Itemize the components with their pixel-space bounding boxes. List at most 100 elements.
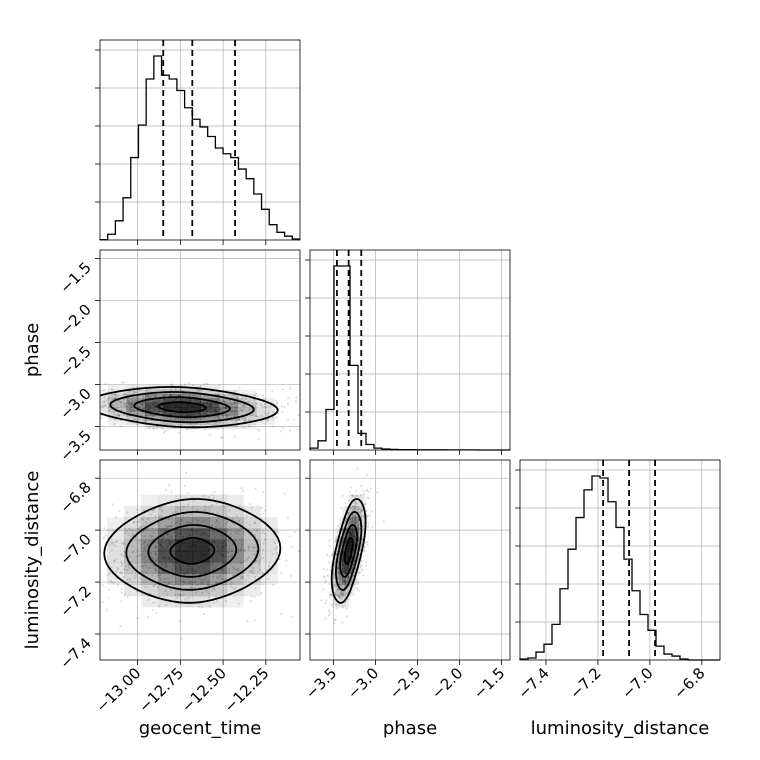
scatter-point	[140, 411, 143, 414]
scatter-point	[217, 416, 220, 419]
scatter-point	[132, 408, 135, 411]
scatter-point	[363, 549, 366, 553]
scatter-point	[250, 599, 253, 603]
scatter-point	[228, 399, 232, 402]
x-tick-label-luminosity_distance: −6.8	[670, 664, 708, 702]
scatter-point	[151, 415, 154, 419]
scatter-point	[334, 540, 337, 543]
density-cell	[226, 584, 244, 597]
scatter-point	[110, 396, 113, 399]
scatter-point	[237, 401, 240, 405]
scatter-point	[131, 392, 134, 396]
scatter-point	[115, 569, 118, 573]
scatter-point	[214, 595, 218, 598]
y-tick-label-luminosity_distance: −7.0	[56, 530, 94, 568]
scatter-point	[146, 517, 150, 520]
scatter-point	[354, 507, 357, 510]
scatter-point	[46, 397, 48, 399]
scatter-point	[135, 396, 138, 400]
scatter-point	[268, 405, 271, 408]
scatter-point	[233, 401, 236, 404]
scatter-point	[237, 569, 240, 572]
scatter-point	[139, 538, 142, 542]
scatter-point	[252, 566, 255, 570]
scatter-point	[356, 467, 359, 470]
scatter-point	[177, 393, 180, 396]
scatter-point	[237, 396, 240, 399]
scatter-point	[271, 552, 274, 556]
scatter-point	[343, 596, 346, 599]
scatter-point	[328, 561, 331, 564]
scatter-point	[215, 519, 219, 522]
scatter-point	[178, 523, 181, 526]
scatter-point	[176, 418, 179, 421]
scatter-point	[215, 526, 218, 529]
scatter-point	[151, 535, 154, 538]
scatter-point	[144, 564, 147, 567]
scatter-point	[132, 386, 135, 389]
scatter-point	[340, 584, 343, 588]
scatter-point	[210, 505, 213, 508]
scatter-point	[145, 571, 148, 574]
scatter-point	[130, 401, 133, 404]
scatter-point	[186, 492, 189, 495]
scatter-point	[240, 397, 243, 400]
scatter-point	[152, 531, 155, 535]
scatter-point	[338, 581, 341, 584]
scatter-point	[267, 564, 271, 567]
density-cell	[100, 389, 109, 395]
scatter-point	[358, 507, 362, 510]
scatter-point	[357, 507, 360, 511]
scatter-point	[253, 595, 256, 598]
scatter-point	[123, 402, 126, 405]
density-cell	[100, 407, 109, 412]
scatter-point	[140, 526, 143, 529]
scatter-point	[197, 519, 200, 522]
density-cell	[200, 407, 220, 412]
density-cell	[260, 562, 278, 574]
scatter-point	[184, 598, 187, 601]
scatter-point	[240, 487, 243, 490]
contour-line	[339, 523, 358, 578]
scatter-point	[188, 417, 191, 420]
scatter-point	[339, 584, 342, 587]
scatter-point	[287, 418, 290, 421]
scatter-point	[160, 514, 163, 517]
scatter-point	[256, 529, 259, 532]
scatter-point	[326, 553, 329, 557]
scatter-point	[155, 559, 158, 562]
scatter-point	[339, 596, 342, 599]
scatter-point	[119, 400, 122, 404]
scatter-point	[355, 522, 358, 525]
scatter-point	[247, 424, 251, 428]
scatter-point	[142, 419, 145, 422]
scatter-point	[197, 389, 200, 392]
scatter-point	[368, 514, 372, 517]
scatter-point	[179, 579, 182, 582]
scatter-point	[159, 574, 162, 577]
scatter-point	[141, 402, 144, 405]
scatter-point	[91, 430, 93, 432]
density-cell	[200, 389, 220, 395]
scatter-point	[342, 593, 345, 596]
hist-phase-frame	[309, 249, 511, 451]
scatter-point	[253, 394, 256, 397]
scatter-point	[228, 526, 231, 529]
scatter-point	[135, 418, 139, 422]
scatter-point	[106, 573, 109, 577]
scatter-point	[180, 518, 183, 521]
scatter-point	[156, 586, 159, 589]
scatter-point	[253, 521, 256, 524]
scatter-point	[340, 594, 343, 597]
scatter-point	[357, 589, 360, 592]
scatter-point	[363, 545, 366, 548]
scatter-point	[344, 578, 347, 581]
scatter-point	[182, 505, 185, 508]
scatter-point	[122, 399, 125, 402]
density-cell	[345, 584, 349, 597]
scatter-point	[343, 579, 346, 582]
scatter-point	[238, 504, 241, 507]
scatter-point	[219, 417, 222, 420]
scatter-point	[101, 600, 104, 603]
scatter-point	[214, 392, 217, 396]
